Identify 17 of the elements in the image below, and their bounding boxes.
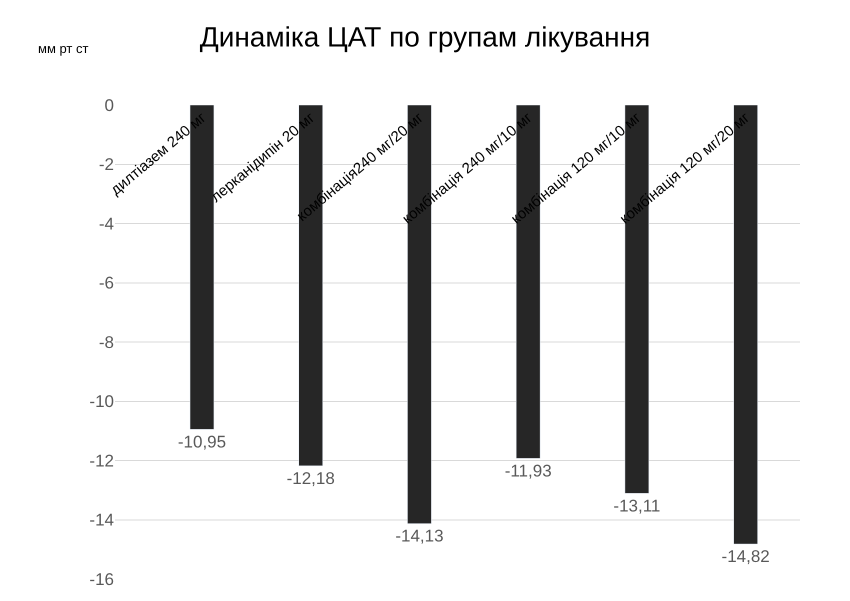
y-tick-label: -10 bbox=[89, 392, 114, 412]
data-label: -10,95 bbox=[178, 432, 226, 452]
y-tick-label: -12 bbox=[89, 451, 114, 470]
data-label: -14,82 bbox=[722, 547, 770, 566]
data-label: -13,11 bbox=[613, 496, 660, 516]
y-tick-label: -4 bbox=[98, 214, 114, 234]
y-tick-label: 0 bbox=[104, 96, 114, 115]
data-label: -14,13 bbox=[395, 526, 444, 546]
y-tick-label: -8 bbox=[98, 332, 114, 352]
data-label: -11,93 bbox=[504, 461, 552, 480]
y-tick-label: -2 bbox=[98, 155, 114, 174]
y-axis-title: мм рт ст bbox=[38, 41, 88, 56]
y-tick-label: -6 bbox=[98, 274, 114, 293]
data-label: -12,18 bbox=[286, 468, 335, 488]
y-tick-label: -14 bbox=[89, 510, 114, 530]
y-tick-label: -16 bbox=[89, 570, 114, 589]
chart-title: Динаміка ЦАТ по групам лікування bbox=[200, 22, 650, 53]
